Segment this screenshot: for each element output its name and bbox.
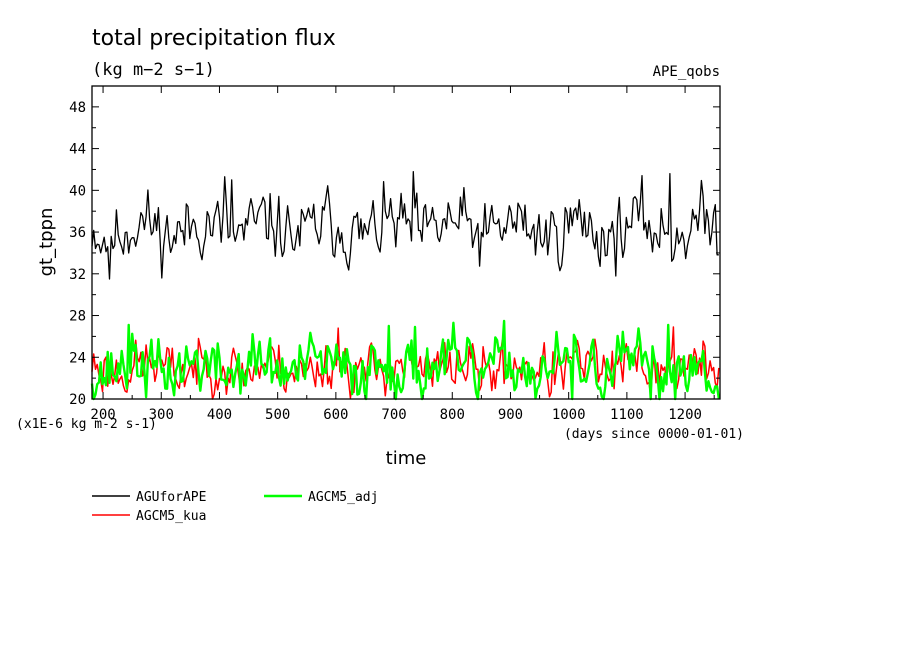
- y-tick-label: 36: [69, 225, 86, 241]
- legend-item-agcm5-adj: AGCM5_adj: [264, 490, 378, 505]
- chart-title: total precipitation flux: [92, 26, 336, 51]
- y-axis-label: gt_tppn: [36, 208, 57, 277]
- series-line-agcm5-adj: [90, 319, 720, 401]
- x-tick-label: 300: [149, 407, 174, 423]
- x-tick-label: 400: [207, 407, 232, 423]
- x-tick-label: 1200: [668, 407, 702, 423]
- x-tick-label: 700: [381, 407, 406, 423]
- y-tick-label: 40: [69, 183, 86, 199]
- legend-label-agcm5-adj: AGCM5_adj: [308, 490, 378, 505]
- series-line-aguforape: [91, 170, 719, 280]
- x-tick-label: 900: [498, 407, 523, 423]
- y-tick-label: 20: [69, 392, 86, 408]
- x-axis-ticks: 200 300 400 500 600 700 800 900 1000 1100 1200: [90, 86, 715, 423]
- x-tick-label: 600: [323, 407, 348, 423]
- y-tick-label: 28: [69, 309, 86, 325]
- plot-frame: [91, 85, 721, 400]
- series-layer: [90, 170, 720, 401]
- chart-units: (kg m−2 s−1): [92, 60, 215, 80]
- legend: AGUforAPE AGCM5_kua AGCM5_adj: [92, 490, 378, 524]
- y-tick-label: 24: [69, 350, 86, 366]
- legend-label-aguforape: AGUforAPE: [136, 490, 206, 505]
- legend-item-agcm5-kua: AGCM5_kua: [92, 509, 206, 524]
- y-axis-ticks: 20 24 28 32 36 40 44 48: [69, 100, 720, 408]
- y-tick-label: 44: [69, 142, 86, 158]
- x-tick-label: 800: [440, 407, 465, 423]
- x-axis-label: time: [386, 448, 427, 469]
- y-tick-label: 48: [69, 100, 86, 116]
- y-scale-note: (x1E-6 kg m-2 s-1): [16, 417, 157, 432]
- plot-area: 200 300 400 500 600 700 800 900 1000 1100 1200 202…: [69, 85, 721, 423]
- experiment-label: APE_qobs: [653, 64, 720, 80]
- x-tick-label: 1100: [610, 407, 644, 423]
- x-tick-label: 200: [90, 407, 115, 423]
- x-tick-label: 500: [265, 407, 290, 423]
- x-tick-label: 1000: [552, 407, 586, 423]
- y-tick-label: 32: [69, 267, 86, 283]
- legend-item-agugorape: AGUforAPE: [92, 490, 206, 505]
- x-units-note: (days since 0000-01-01): [564, 427, 744, 442]
- legend-label-agcm5-kua: AGCM5_kua: [136, 509, 206, 524]
